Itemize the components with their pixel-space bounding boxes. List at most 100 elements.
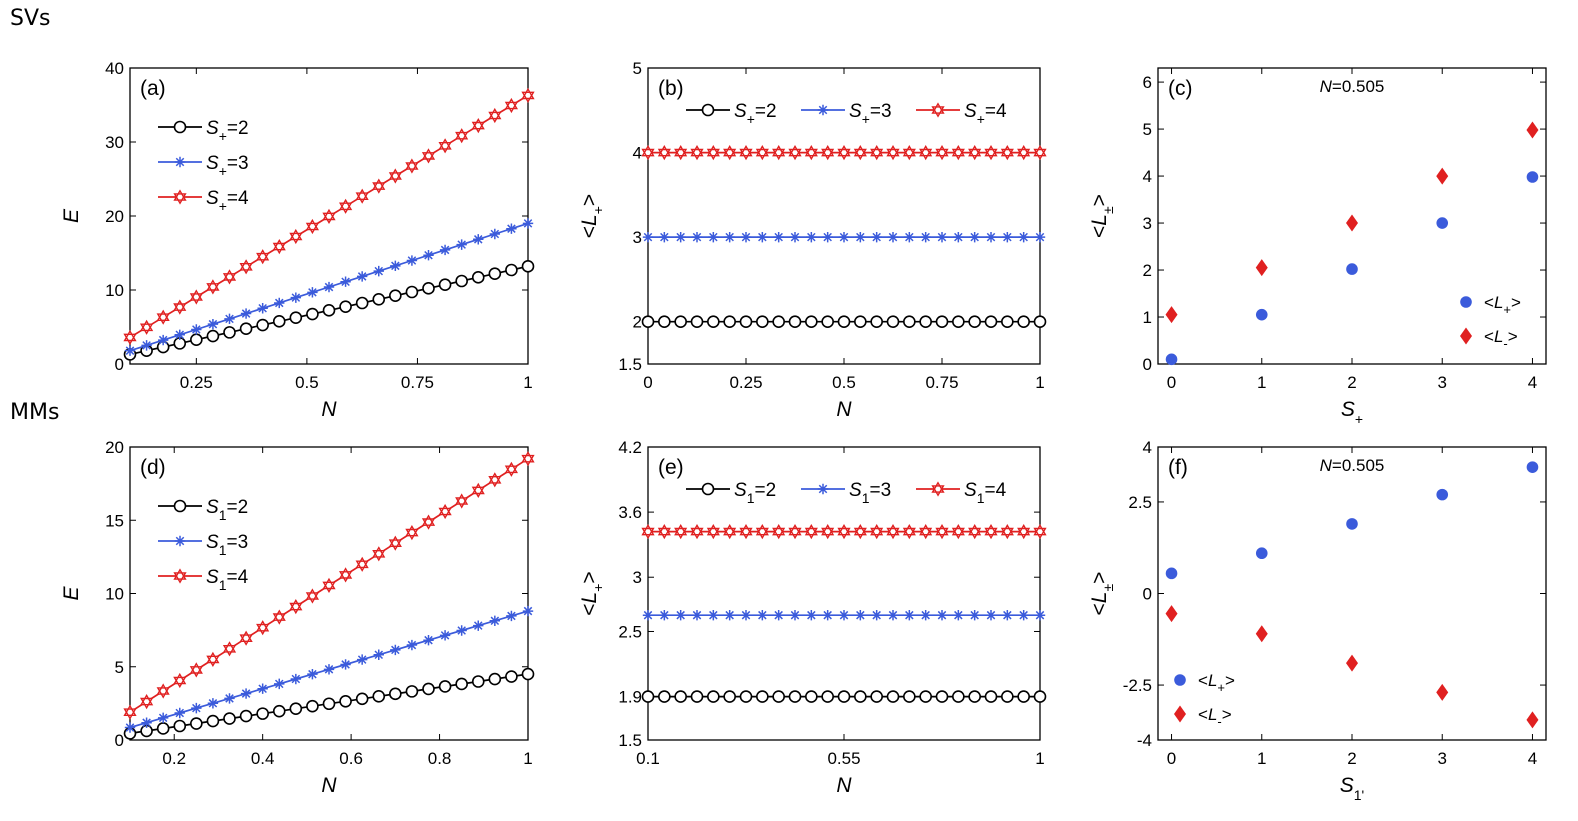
data-point (1002, 610, 1013, 621)
data-point (919, 523, 933, 540)
data-point (355, 296, 369, 310)
data-point (123, 329, 137, 345)
data-point (756, 690, 769, 703)
data-point (1526, 171, 1539, 183)
data-point (659, 231, 670, 243)
legend-label: S+=3 (849, 101, 892, 127)
data-point (886, 315, 900, 329)
x-tick-label: 0.6 (339, 749, 363, 768)
data-point (936, 231, 948, 243)
data-point (935, 524, 949, 540)
data-point (837, 524, 851, 540)
legend-marker (174, 535, 186, 547)
data-point (821, 523, 835, 540)
data-point (904, 610, 915, 621)
data-point (156, 722, 170, 735)
y-axis-label: <L±> (1088, 572, 1116, 616)
data-point (289, 311, 303, 324)
row-label-mms: MMs (10, 400, 60, 425)
row-label-svs: SVs (10, 6, 51, 31)
data-point (405, 685, 419, 698)
data-point (806, 610, 817, 621)
data-point (156, 683, 170, 699)
data-point (222, 269, 237, 285)
x-tick-label: 4 (1528, 749, 1537, 768)
y-tick-label: 3 (633, 228, 642, 247)
data-point (239, 709, 253, 723)
data-point (290, 673, 302, 685)
y-tick-label: 4 (633, 144, 642, 163)
data-point (821, 690, 834, 703)
data-point (207, 318, 219, 330)
data-point (455, 677, 468, 691)
x-tick-label: 0.55 (827, 749, 860, 768)
data-point (388, 168, 402, 184)
data-point (984, 690, 998, 703)
data-point (788, 315, 802, 329)
y-tick-label: 3.6 (618, 503, 642, 522)
data-point (724, 610, 735, 621)
legend-marker (173, 568, 187, 584)
data-point (806, 231, 817, 243)
legend: S+=2 S+=3 S+=4 (158, 118, 249, 214)
data-point (423, 250, 434, 261)
data-point (290, 292, 302, 303)
legend-marker (701, 103, 715, 117)
data-point (191, 702, 202, 714)
data-point (157, 712, 169, 724)
y-tick-label: 0 (1143, 585, 1152, 604)
y-tick-label: 3 (1143, 214, 1152, 233)
data-point (124, 722, 136, 733)
data-point (405, 525, 419, 541)
x-tick-label: 3 (1437, 749, 1446, 768)
data-point (390, 260, 401, 272)
data-point (822, 610, 833, 621)
x-tick-label: 0 (1167, 373, 1176, 392)
legend: S1=2 S1=3 S1=4 (686, 480, 1007, 506)
data-point (919, 690, 932, 703)
y-tick-label: 40 (105, 59, 124, 78)
y-tick-label: 1 (1143, 308, 1152, 327)
x-axis-label: S+ (1341, 398, 1363, 427)
data-point (854, 690, 867, 703)
data-point (935, 690, 949, 703)
data-point (1001, 690, 1014, 703)
data-point (455, 493, 469, 509)
data-point (985, 610, 997, 621)
data-point (207, 698, 219, 709)
data-point (805, 315, 818, 329)
data-point (969, 610, 980, 621)
data-point (505, 670, 518, 683)
data-point (206, 279, 220, 295)
data-point (773, 231, 784, 243)
data-point (723, 690, 736, 703)
data-point (506, 223, 517, 234)
data-point (739, 315, 753, 329)
data-point (455, 128, 469, 144)
legend-marker (931, 102, 945, 118)
x-axis-label: N (836, 398, 852, 421)
data-point (951, 523, 965, 540)
y-tick-label: 0 (115, 731, 124, 750)
data-point (953, 610, 964, 621)
data-point (1436, 488, 1449, 501)
data-point (674, 315, 687, 329)
y-tick-label: 20 (105, 207, 124, 226)
data-point (389, 289, 402, 302)
data-point (1033, 524, 1047, 540)
y-tick-label: 30 (105, 133, 124, 152)
data-point (870, 690, 883, 703)
legend-label: S1=2 (206, 497, 248, 523)
panel-label: (a) (140, 77, 166, 100)
y-tick-label: 5 (633, 59, 642, 78)
series-e-1 (642, 610, 1046, 621)
data-point (740, 610, 752, 621)
data-point (223, 712, 236, 725)
legend-marker (173, 189, 187, 205)
data-point (984, 315, 998, 329)
legend: S+=2 S+=3 S+=4 (686, 101, 1007, 127)
data-point (473, 234, 484, 245)
data-point (984, 145, 998, 161)
data-point (903, 690, 916, 703)
